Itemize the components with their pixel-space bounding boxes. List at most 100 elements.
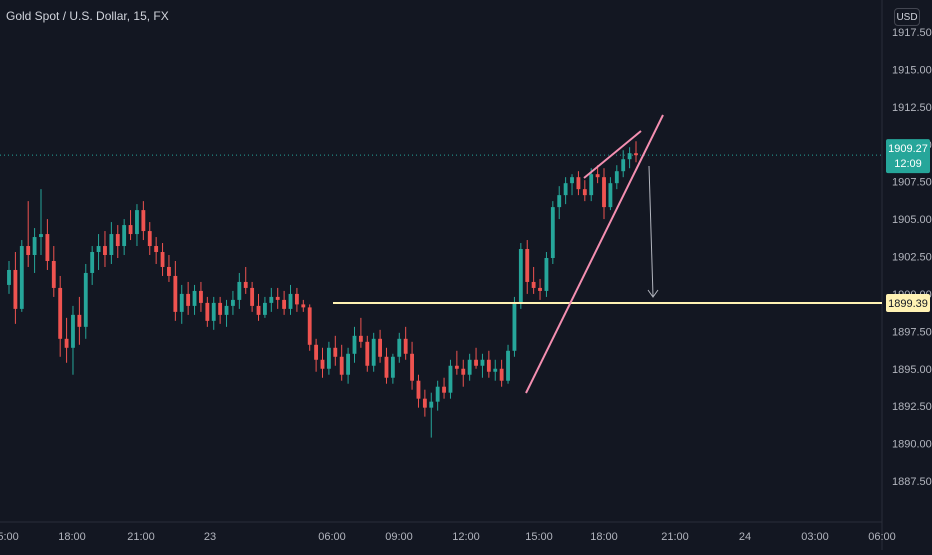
- candle-body: [512, 302, 517, 351]
- candle-body: [154, 246, 159, 253]
- candle-body: [231, 299, 235, 306]
- candle-body: [77, 314, 82, 327]
- candle-body: [135, 210, 139, 235]
- y-tick-label: 1890.00: [892, 439, 932, 451]
- candle-body: [32, 237, 37, 256]
- candle-body: [544, 257, 549, 291]
- candle-body: [518, 249, 523, 303]
- currency-button[interactable]: USD: [894, 8, 920, 26]
- candle-body: [39, 234, 43, 238]
- candle-body: [96, 246, 101, 253]
- y-tick-label: 1912.50: [892, 102, 932, 114]
- candle-body: [147, 231, 152, 247]
- candle-body: [442, 386, 446, 393]
- candle-body: [416, 380, 421, 399]
- candle-body: [237, 281, 242, 300]
- x-tick-label: 24: [739, 531, 751, 543]
- candle-body: [480, 359, 485, 366]
- candle-body: [608, 183, 613, 208]
- candle-body: [365, 341, 370, 366]
- candle-body: [435, 386, 440, 402]
- x-tick-label: 21:00: [661, 531, 689, 543]
- candle-body: [141, 210, 146, 232]
- candle-body: [525, 249, 530, 282]
- candle-body: [179, 293, 184, 312]
- candle-body: [403, 338, 408, 354]
- candle-body: [64, 338, 69, 348]
- current-price-badge: [886, 139, 930, 174]
- x-tick-label: 21:00: [127, 531, 155, 543]
- candle-body: [576, 177, 581, 190]
- candle-body: [224, 305, 229, 315]
- projection-arrow-head: [647, 289, 659, 298]
- candle-body: [186, 293, 191, 306]
- candle-body: [557, 195, 562, 208]
- candle-body: [199, 290, 203, 303]
- candle-body: [19, 246, 24, 309]
- candle-body: [122, 225, 127, 247]
- candle-body: [160, 252, 165, 267]
- candle-body: [115, 234, 120, 247]
- candle-body: [621, 159, 626, 172]
- x-tick-label: 15:00: [525, 531, 553, 543]
- projection-arrow-line: [648, 165, 654, 297]
- candle-body: [448, 365, 453, 393]
- candle-body: [595, 174, 600, 178]
- x-tick-label: 06:00: [868, 531, 896, 543]
- candle-body: [627, 153, 632, 160]
- candle-body: [352, 335, 357, 354]
- candle-body: [563, 183, 568, 196]
- candle-body: [109, 234, 114, 256]
- candle-body: [26, 246, 31, 256]
- candle-body: [410, 353, 414, 381]
- candle-body: [262, 302, 267, 315]
- candle-body: [333, 347, 338, 357]
- bar-countdown: 12:09: [894, 158, 922, 170]
- x-tick-label: 18:00: [590, 531, 618, 543]
- wedge-upper-line: [583, 130, 642, 179]
- candle-body: [538, 287, 542, 291]
- candle-body: [275, 296, 280, 300]
- y-tick-label: 1905.00: [892, 214, 932, 226]
- y-tick-label: 1915.00: [892, 64, 932, 76]
- candle-body: [58, 287, 63, 339]
- candle-body: [173, 275, 178, 312]
- candle-body: [346, 353, 351, 375]
- candle-body: [128, 225, 133, 235]
- candle-body: [589, 174, 594, 196]
- candle-body: [486, 359, 491, 372]
- y-tick-label: 1917.50: [892, 27, 932, 39]
- candle-body: [250, 287, 255, 306]
- level-price-value: 1899.39: [888, 298, 928, 310]
- candle-body: [493, 368, 498, 372]
- x-tick-label: 15:00: [0, 531, 19, 543]
- x-tick-label: 18:00: [58, 531, 86, 543]
- x-tick-label: 03:00: [801, 531, 829, 543]
- candle-body: [429, 401, 434, 408]
- candle-body: [320, 359, 325, 369]
- current-price-value: 1909.27: [888, 143, 928, 155]
- candle-body: [550, 207, 555, 258]
- candle-body: [205, 302, 210, 321]
- y-tick-label: 1907.50: [892, 177, 932, 189]
- x-tick-label: 06:00: [318, 531, 346, 543]
- candle-body: [218, 302, 223, 315]
- x-tick-label: 23: [204, 531, 216, 543]
- candle-body: [422, 398, 427, 408]
- candle-body: [570, 177, 574, 184]
- candle-body: [51, 260, 56, 288]
- candle-body: [13, 269, 18, 309]
- candle-body: [282, 299, 287, 309]
- candle-body: [454, 365, 459, 369]
- candle-body: [288, 293, 293, 309]
- y-tick-label: 1902.50: [892, 252, 932, 264]
- chart-title: Gold Spot / U.S. Dollar, 15, FX: [6, 9, 169, 23]
- candle-body: [461, 368, 466, 375]
- candle-body: [474, 359, 478, 366]
- candle-body: [301, 304, 306, 308]
- candle-body: [103, 246, 107, 256]
- level-price-badge: [886, 294, 930, 313]
- candle-body: [499, 368, 504, 381]
